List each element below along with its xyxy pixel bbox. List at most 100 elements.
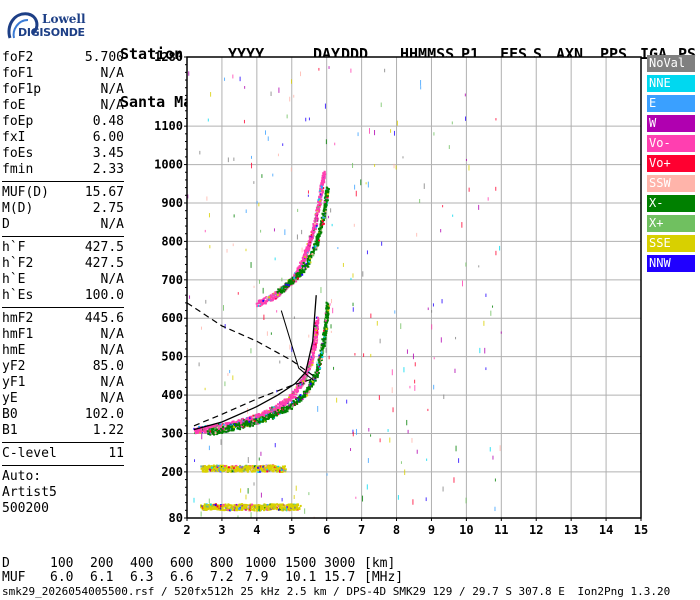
trace-echo-point <box>296 503 299 506</box>
noise-echo <box>400 461 402 464</box>
y-tick-label: 600 <box>161 311 183 325</box>
trace-echo-point <box>323 208 326 211</box>
trace-echo-point <box>304 263 307 266</box>
trace-echo-point <box>209 503 212 506</box>
trace-echo-point <box>216 467 219 470</box>
param-key: hmE <box>2 343 26 358</box>
noise-echo <box>443 394 445 400</box>
noise-echo <box>226 248 228 253</box>
trace-echo-point <box>323 334 326 337</box>
table-cell: 600 <box>170 556 194 571</box>
noise-echo <box>260 451 262 456</box>
trace-echo-point <box>305 262 308 265</box>
trace-echo-point <box>218 504 221 507</box>
trace-echo-point <box>312 230 315 233</box>
trace-echo-point <box>319 229 322 232</box>
noise-echo <box>278 87 280 93</box>
trace-echo-point <box>261 505 264 508</box>
trace-echo-point <box>305 255 308 258</box>
trace-echo-point <box>274 409 277 412</box>
trace-echo-point <box>326 311 329 314</box>
trace-echo-point <box>290 504 293 507</box>
trace-echo-point <box>199 428 202 431</box>
trace-echo-point <box>238 426 241 429</box>
trace-echo-point <box>293 403 296 406</box>
trace-echo-point <box>327 314 330 317</box>
param-value: 85.0 <box>92 359 124 374</box>
trace-echo-point <box>270 468 273 471</box>
noise-echo <box>362 495 364 502</box>
trace-echo-point <box>304 378 307 381</box>
trace-echo-point <box>307 365 310 368</box>
trace-echo-point <box>315 333 318 336</box>
trace-echo-point <box>314 329 317 332</box>
trace-echo-point <box>282 403 285 406</box>
noise-echo <box>395 165 397 170</box>
trace-echo-point <box>219 425 222 428</box>
trace-echo-point <box>325 316 328 319</box>
trace-echo-point <box>268 417 271 420</box>
trace-echo-point <box>215 506 218 509</box>
trace-echo-point <box>305 256 308 259</box>
trace-echo-point <box>317 210 320 213</box>
trace-echo-point <box>257 420 260 423</box>
trace-echo-point <box>214 428 217 431</box>
noise-echo <box>495 186 497 191</box>
trace-echo-point <box>308 381 311 384</box>
trace-echo-point <box>266 297 269 300</box>
trace-echo-point <box>317 358 320 361</box>
noise-echo <box>352 302 354 307</box>
param-row: MUF(D) 15.67 <box>2 185 124 201</box>
trace-echo-point <box>261 301 264 304</box>
trace-echo-point <box>287 280 290 283</box>
trace-echo-point <box>311 343 314 346</box>
trace-echo-point <box>321 212 324 215</box>
trace-echo-point <box>295 274 298 277</box>
trace-echo-point <box>302 264 305 267</box>
autoscale-info-line: Artist5 <box>2 485 57 500</box>
trace-echo-point <box>224 505 227 508</box>
noise-echo <box>380 102 382 108</box>
trace-echo-point <box>302 380 305 383</box>
trace-echo-point <box>311 228 314 231</box>
trace-echo-point <box>214 507 217 510</box>
noise-echo <box>483 320 485 326</box>
trace-echo-point <box>305 370 308 373</box>
trace-echo-point <box>315 220 318 223</box>
trace-echo-point <box>231 470 234 473</box>
trace-echo-point <box>235 423 238 426</box>
trace-echo-point <box>316 333 319 336</box>
trace-echo-point <box>313 340 316 343</box>
trace-echo-point <box>295 398 298 401</box>
trace-echo-point <box>326 199 329 202</box>
trace-echo-point <box>307 248 310 251</box>
muf-row: MUF 6.0 6.1 6.3 6.6 7.2 7.9 10.1 15.7 [MHz] <box>2 571 403 585</box>
trace-echo-point <box>301 395 304 398</box>
noise-echo <box>276 310 278 313</box>
trace-echo-point <box>260 465 263 468</box>
noise-echo <box>258 202 260 207</box>
noise-echo <box>368 427 370 432</box>
trace-echo-point <box>322 339 325 342</box>
y-tick-label: 1280 <box>154 50 183 64</box>
noise-echo <box>264 130 266 135</box>
trace-echo-point <box>282 287 285 290</box>
trace-echo-point <box>266 470 269 473</box>
trace-echo-point <box>312 252 315 255</box>
trace-echo-point <box>219 504 222 507</box>
param-value: 2.75 <box>92 201 124 216</box>
noise-echo <box>329 303 331 306</box>
table-cell: [km] <box>364 556 396 571</box>
trace-echo-point <box>296 277 299 280</box>
trace-echo-point <box>267 413 270 416</box>
noise-echo <box>499 245 501 251</box>
trace-echo-point <box>201 429 204 432</box>
trace-echo-point <box>324 208 327 211</box>
noise-echo <box>330 208 332 213</box>
trace-echo-point <box>206 430 209 433</box>
noise-echo <box>201 433 203 440</box>
table-cell: 1500 <box>285 556 317 571</box>
param-value: N/A <box>100 375 124 390</box>
trace-echo-point <box>299 504 302 507</box>
trace-echo-point <box>298 383 301 386</box>
